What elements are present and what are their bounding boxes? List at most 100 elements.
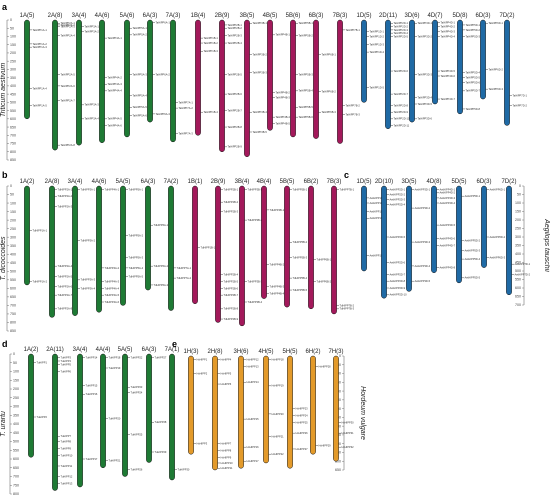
chromosome-4d: 4D(7)TaHIPP4D-1TaHIPP4D-2TaHIPP4D-3TaHIP… (427, 13, 456, 105)
gene-label: TdHIPP5A-5 (129, 274, 144, 278)
gene-label: TdHIPP5A-2 (129, 233, 144, 237)
chromosome-label: 5H(5) (282, 349, 297, 355)
gene-label: TdHIPP2B-4 (224, 273, 239, 277)
gene-label: TdHIPP4A-5 (105, 293, 120, 297)
chromosome-bar (244, 19, 250, 157)
chromosome-label: 2A(8) (48, 13, 63, 19)
chromosome-label: 4A(4) (96, 347, 111, 353)
chromosome-3b: 3B(4) TdHIPP3B-1 TdHIPP3B-2 TdHIPP3B-3 TdHIP… (235, 179, 263, 327)
tick-label: 450 (10, 92, 16, 96)
gene-label: TuHIPP5 (61, 362, 72, 366)
gene-label: TuHIPP22 (131, 355, 143, 359)
gene-label: TaHIPP7B-1 (346, 28, 361, 32)
gene-label: TuHIPP2 (37, 415, 48, 419)
chromosome-7h: 7H(3) HvHIPP30 HvHIPP31 HvHIPP32 (328, 349, 354, 462)
gene-label: TaHIPP6B-2 (322, 90, 337, 94)
position-axis: 0 50 100 150 200 250 300 350 400 450 500 550 600 650 7… (515, 184, 525, 307)
chromosome-label: 3A(4) (68, 179, 83, 185)
gene-label: TaHIPP4B-1 (276, 33, 291, 37)
chromosome-label: 1D(5) (356, 13, 371, 19)
chromosome-bar (169, 353, 175, 481)
chromosome-label: 6A(3) (143, 13, 158, 19)
panel-letter: c (344, 170, 349, 180)
chromosome-bar (120, 185, 126, 306)
gene-label: TaHIPP5A-3 (133, 72, 148, 76)
gene-label: TdHIPP4B-4 (270, 291, 285, 295)
gene-label: TaHIPP4D-1 (441, 20, 456, 24)
tick-label: 500 (10, 269, 16, 273)
gene-label: TaHIPP7B-3 (346, 113, 361, 117)
gene-label: TaHIPP1B-1 (204, 36, 219, 40)
gene-label: TaHIPP6D-2 (489, 67, 504, 71)
gene-label: TaHIPP1B-2 (204, 41, 219, 45)
gene-label: TdHIPP2A-6 (58, 285, 73, 289)
gene-label: TaHIPP3D-5 (418, 102, 433, 106)
chromosome-6a: 6A(3)TaHIPP6A-1 TaHIPP6A-2 TaHIPP6A-3 (143, 13, 170, 123)
gene-label: TaHIPP3D-2 (418, 34, 433, 38)
chromosome-6a: 6A(3) TuHIPP27 TuHIPP28 TuHIPP29 (142, 347, 167, 463)
gene-label: TdHIPP2A-8 (58, 307, 73, 311)
gene-label: HvHIPP14 (247, 380, 260, 384)
tick-label: 600 (515, 286, 521, 290)
chromosome-label: 4D(7) (427, 13, 442, 19)
gene-label: TaHIPP2B-6 (228, 92, 243, 96)
species-label: T. urartu (0, 411, 7, 437)
chromosome-label: 1A(2) (20, 179, 35, 185)
gene-label: TaHIPP5D-7 (466, 89, 481, 93)
gene-label: TdHIPP7B-2 (340, 303, 355, 307)
chromosome-bar (96, 185, 102, 313)
gene-label: TdHIPP5A-1 (129, 187, 144, 191)
gene-label: TaHIPP2B-9 (228, 145, 243, 149)
gene-label: TaHIPP1A-1 (33, 28, 48, 32)
gene-label: TdHIPP4A-6 (105, 300, 120, 304)
chromosome-5d: 5D(5) AetHIPP5D-1 AetHIPP5D-2 AetHIPP5D-3 Ae… (451, 179, 481, 284)
gene-label: TdHIPP4A-2 (105, 266, 120, 270)
chromosome-label: 6D(3) (475, 13, 490, 19)
gene-label: TaHIPP7B-2 (346, 104, 361, 108)
panel-e: e050100150200250300350400450500550600650… (172, 339, 366, 472)
gene-label: TdHIPP5B-4 (293, 276, 308, 280)
chromosome-bar (219, 19, 225, 153)
tick-label: 450 (515, 261, 521, 265)
gene-label: TaHIPP6D-3 (489, 87, 504, 91)
chromosome-label: 1B(4) (191, 13, 206, 19)
chromosome-label: 2B(9) (215, 13, 230, 19)
gene-label: TaHIPP3D-3 (418, 72, 433, 76)
chromosome-label: 1B(1) (188, 179, 203, 185)
gene-label: AetHIPP4D-4 (440, 201, 456, 205)
gene-label: HvHIPP27 (296, 447, 309, 451)
gene-label: TaHIPP4D-2 (441, 24, 456, 28)
chromosome-1a: 1A(2) TdHIPP1A-1 TdHIPP1A-2 (20, 179, 48, 286)
gene-label: TaHIPP3B-5 (253, 130, 268, 134)
gene-label: TuHIPP10 (61, 453, 73, 457)
gene-label: AetHIPP4D-8 (440, 266, 456, 270)
gene-label: HvHIPP12 (247, 357, 260, 361)
gene-label: TaHIPP4A-4 (108, 89, 123, 93)
chromosome-label: 7D(2) (501, 179, 516, 185)
chromosome-bar (52, 19, 58, 151)
gene-label: TaHIPP1A-3 (33, 45, 48, 49)
gene-label: TaHIPP7A-1 (179, 100, 194, 104)
tick-label: 400 (10, 84, 16, 88)
gene-label: TuHIPP24 (131, 390, 143, 394)
gene-label: TaHIPP2D-11 (394, 123, 410, 127)
gene-label: TdHIPP6A-3 (154, 283, 169, 287)
chromosome-label: 1D(5) (356, 179, 371, 185)
chromosome-1a: 1A(2) TuHIPP1 TuHIPP2 (24, 347, 48, 458)
gene-label: TuHIPP28 (155, 420, 167, 424)
chromosome-bar (361, 185, 367, 272)
chromosome-bar (122, 353, 128, 477)
tick-label: 0 (519, 184, 521, 188)
gene-label: TuHIPP14 (86, 355, 98, 359)
gene-label: TaHIPP2D-9 (394, 110, 409, 114)
chromosome-6b: 6B(3) TaHIPP6B-1 TaHIPP6B-2 TaHIPP6B-3 (309, 13, 337, 139)
gene-label: TaHIPP5B-3 (299, 72, 314, 76)
gene-label: TaHIPP2A-5 (61, 72, 76, 76)
tick-label: 50 (10, 193, 14, 197)
gene-label: TaHIPP2A-3 (61, 24, 76, 28)
gene-label: TdHIPP3A-4 (81, 286, 96, 290)
chromosome-7a: 7A(3) TaHIPP7A-1 TaHIPP7A-2 TaHIPP7A-3 (166, 13, 194, 143)
